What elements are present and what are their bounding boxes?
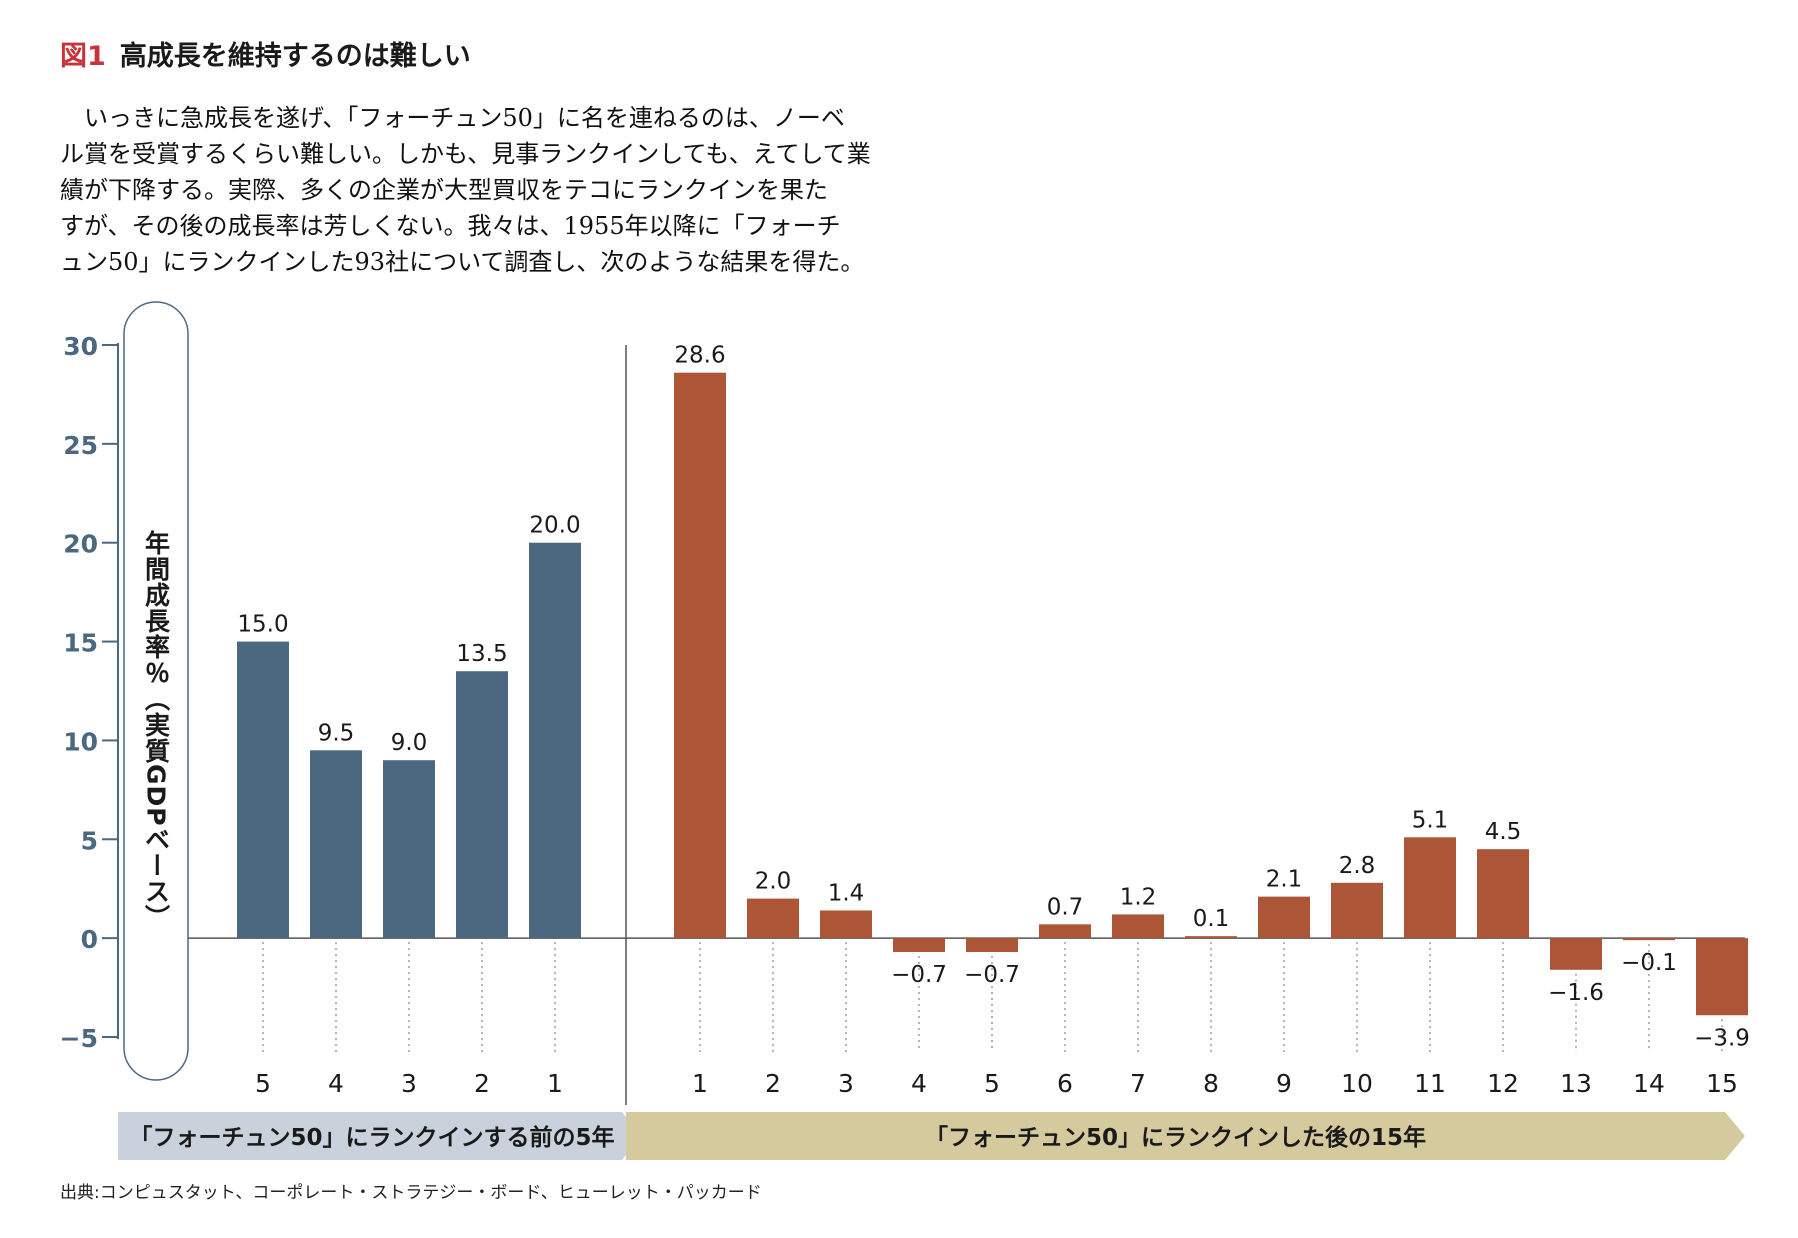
figure-heading: 図1 高成長を維持するのは難しい <box>60 34 471 73</box>
value-label: 5.1 <box>1412 807 1449 833</box>
x-tick-label: 10 <box>1341 1069 1373 1098</box>
lead-paragraph: いっきに急成長を遂げ、「フォーチュン50」に名を連ねるのは、ノーベ ル賞を受賞す… <box>60 100 871 280</box>
value-label: 2.8 <box>1339 853 1376 879</box>
x-tick-label: 3 <box>401 1069 417 1098</box>
bar-after-2 <box>747 898 799 939</box>
bar-after-6 <box>1039 924 1091 939</box>
x-tick-label: 5 <box>984 1069 1000 1098</box>
bar-after-7 <box>1112 914 1164 939</box>
value-label: 1.2 <box>1120 884 1157 910</box>
value-label: −1.6 <box>1548 980 1604 1006</box>
x-tick-label: 6 <box>1057 1069 1073 1098</box>
value-labels: 15.0 9.5 9.0 13.5 20.0 28.6 2.0 1.4 −0.7 −0.7 0.7 1… <box>237 343 1750 1052</box>
source-note: 出典:コンピュスタット、コーポレート・ストラテジー・ボード、ヒューレット・パッカ… <box>60 1183 762 1203</box>
y-tick-label: 0 <box>81 925 98 954</box>
chart-guides <box>188 345 1745 1105</box>
bar-before-5 <box>237 641 289 939</box>
x-tick-label: 4 <box>328 1069 344 1098</box>
bar-after-12 <box>1477 849 1529 939</box>
value-label: 28.6 <box>674 343 725 369</box>
lead-line: いっきに急成長を遂げ、「フォーチュン50」に名を連ねるのは、ノーベ <box>84 104 845 132</box>
y-axis: 30 25 20 15 10 5 0 −5 年間成長率％（実質GDPベース） <box>60 301 189 1081</box>
value-label: 2.0 <box>755 869 792 895</box>
y-tick-label: 15 <box>63 629 98 658</box>
y-axis-label: 年間成長率％（実質GDPベース） <box>142 529 171 931</box>
lead-line: ュン50」にランクインした93社について調査し、次のような結果を得た。 <box>60 248 865 276</box>
x-tick-label: 3 <box>838 1069 854 1098</box>
x-tick-label: 5 <box>255 1069 271 1098</box>
bar-after-9 <box>1258 896 1310 939</box>
y-axis-label-frame <box>123 301 189 1081</box>
value-label: −3.9 <box>1694 1025 1750 1051</box>
bar-after-3 <box>820 910 872 939</box>
figure-title: 高成長を維持するのは難しい <box>119 41 471 72</box>
bar-before-4 <box>310 750 362 939</box>
bar-after-10 <box>1331 882 1383 939</box>
x-tick-label: 13 <box>1560 1069 1592 1098</box>
y-tick-label: 10 <box>63 727 98 756</box>
bar-after-15 <box>1696 938 1748 1016</box>
value-label: 20.0 <box>529 513 580 539</box>
x-tick-label: 12 <box>1487 1069 1519 1098</box>
period-bands: 「フォーチュン50」にランクインする前の5年 「フォーチュン50」にランクインした… <box>118 1112 1745 1160</box>
bar-before-2 <box>456 671 508 939</box>
bar-after-5 <box>966 938 1018 952</box>
x-tick-labels: 5 4 3 2 1 1 2 3 4 5 6 7 8 9 10 11 12 13 14 15 <box>255 1069 1738 1098</box>
value-label: 0.1 <box>1193 906 1230 932</box>
period-band-after <box>626 1112 1745 1160</box>
x-tick-label: 2 <box>765 1069 781 1098</box>
value-label: 0.7 <box>1047 894 1084 920</box>
y-tick-label: −5 <box>60 1024 98 1053</box>
x-tick-label: 2 <box>474 1069 490 1098</box>
value-label: −0.7 <box>964 962 1020 988</box>
figure-number: 図1 <box>60 41 106 72</box>
y-tick-label: 25 <box>63 431 98 460</box>
value-label: 1.4 <box>828 880 865 906</box>
x-tick-label: 9 <box>1276 1069 1292 1098</box>
bar-after-11 <box>1404 837 1456 939</box>
lead-line: すが、その後の成長率は芳しくない。我々は、1955年以降に「フォーチ <box>60 212 841 240</box>
x-tick-label: 15 <box>1706 1069 1738 1098</box>
x-tick-label: 1 <box>547 1069 563 1098</box>
bar-group <box>237 372 1748 1016</box>
period-label-after: 「フォーチュン50」にランクインした後の15年 <box>925 1124 1426 1151</box>
bar-after-14 <box>1623 938 1675 941</box>
lead-line: ル賞を受賞するくらい難しい。しかも、見事ランクインしても、えてして業 <box>60 140 871 168</box>
bar-after-8 <box>1185 936 1237 939</box>
bar-before-3 <box>383 760 435 939</box>
value-label: −0.7 <box>891 962 947 988</box>
y-tick-label: 20 <box>63 530 98 559</box>
value-label: 4.5 <box>1485 819 1522 845</box>
x-tick-label: 8 <box>1203 1069 1219 1098</box>
bar-after-1 <box>674 372 726 939</box>
y-tick-label: 30 <box>63 332 98 361</box>
value-label: 9.0 <box>391 730 428 756</box>
value-label: 13.5 <box>456 641 507 667</box>
x-tick-label: 14 <box>1633 1069 1665 1098</box>
y-tick-label: 5 <box>81 826 98 855</box>
x-tick-label: 11 <box>1414 1069 1446 1098</box>
bar-after-4 <box>893 938 945 952</box>
period-label-before: 「フォーチュン50」にランクインする前の5年 <box>129 1124 614 1151</box>
bar-before-1 <box>529 542 581 939</box>
value-label: 15.0 <box>237 612 288 638</box>
lead-line: 績が下降する。実際、多くの企業が大型買収をテコにランクインを果た <box>60 176 828 204</box>
x-tick-label: 7 <box>1130 1069 1146 1098</box>
value-label: 9.5 <box>318 720 355 746</box>
x-tick-label: 1 <box>692 1069 708 1098</box>
value-label: 2.1 <box>1266 867 1303 893</box>
period-band-before <box>118 1112 642 1160</box>
bar-after-13 <box>1550 938 1602 970</box>
x-tick-label: 4 <box>911 1069 927 1098</box>
value-label: −0.1 <box>1621 950 1677 976</box>
